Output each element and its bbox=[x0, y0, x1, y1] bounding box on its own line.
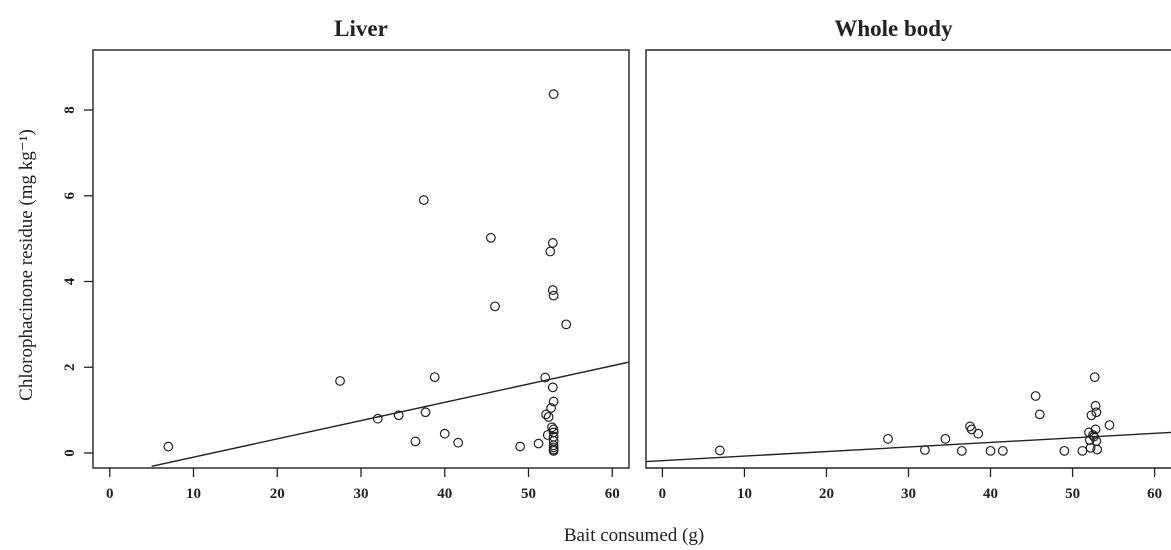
y-tick-label: 2 bbox=[62, 364, 78, 372]
data-point-liver bbox=[548, 424, 559, 435]
data-point-liver bbox=[542, 430, 553, 440]
regression-line-whole-body bbox=[646, 431, 1171, 463]
data-point-liver bbox=[547, 422, 557, 433]
data-point-liver bbox=[429, 372, 440, 383]
data-point-liver bbox=[410, 436, 421, 447]
x-tick-label-liver: 10 bbox=[186, 486, 201, 502]
data-point-whole-body bbox=[883, 433, 893, 444]
data-point-liver bbox=[548, 445, 559, 456]
panel-title-whole-body: Whole body bbox=[834, 16, 953, 41]
data-point-whole-body bbox=[985, 445, 996, 456]
data-point-whole-body bbox=[1059, 445, 1070, 456]
data-point-liver bbox=[540, 372, 551, 383]
x-tick-label-whole-body: 40 bbox=[983, 486, 998, 502]
data-point-whole-body bbox=[1034, 409, 1045, 420]
data-point-whole-body bbox=[1085, 442, 1096, 453]
data-point-whole-body bbox=[1089, 372, 1100, 383]
data-point-whole-body bbox=[997, 445, 1008, 456]
data-point-liver bbox=[541, 409, 551, 420]
data-point-liver bbox=[547, 238, 558, 248]
x-tick-label-whole-body: 10 bbox=[737, 486, 752, 502]
data-point-liver bbox=[163, 441, 174, 452]
data-point-whole-body bbox=[1090, 400, 1101, 411]
y-tick-label: 8 bbox=[62, 106, 78, 114]
data-point-whole-body bbox=[1092, 444, 1103, 455]
data-point-liver bbox=[546, 403, 557, 413]
data-point-whole-body bbox=[1030, 391, 1041, 401]
data-point-whole-body bbox=[940, 433, 951, 444]
x-tick-label-whole-body: 0 bbox=[659, 486, 667, 502]
y-tick-label: 6 bbox=[62, 192, 78, 200]
data-point-liver bbox=[561, 319, 572, 330]
x-tick-label-liver: 50 bbox=[521, 486, 536, 502]
x-axis-label: Bait consumed (g) bbox=[564, 525, 704, 545]
data-point-liver bbox=[418, 195, 429, 205]
x-tick-label-whole-body: 20 bbox=[819, 486, 834, 502]
data-point-liver bbox=[547, 285, 558, 295]
x-tick-label-whole-body: 50 bbox=[1065, 486, 1080, 502]
plot-frame-whole-body bbox=[645, 49, 1171, 469]
data-point-liver bbox=[420, 407, 431, 418]
data-point-liver bbox=[335, 376, 345, 386]
data-point-liver bbox=[547, 382, 558, 393]
data-point-liver bbox=[393, 410, 404, 421]
x-tick-label-liver: 20 bbox=[270, 486, 285, 502]
y-tick-label: 0 bbox=[62, 449, 78, 457]
data-point-liver bbox=[490, 301, 500, 312]
data-point-liver bbox=[548, 396, 559, 407]
data-point-whole-body bbox=[1091, 407, 1102, 418]
data-point-whole-body bbox=[714, 445, 725, 456]
data-point-whole-body bbox=[1086, 410, 1097, 421]
x-tick-label-liver: 60 bbox=[605, 486, 620, 502]
data-point-liver bbox=[548, 89, 559, 100]
data-point-liver bbox=[372, 413, 383, 424]
y-tick-label: 4 bbox=[62, 277, 78, 285]
data-point-liver bbox=[533, 438, 544, 449]
y-axis-label: Chlorophacinone residue (mg kg⁻¹) bbox=[16, 129, 37, 401]
x-tick-label-whole-body: 60 bbox=[1147, 486, 1162, 502]
data-point-liver bbox=[485, 232, 496, 243]
data-point-liver bbox=[439, 428, 450, 439]
data-point-liver bbox=[548, 290, 559, 301]
x-tick-label-whole-body: 30 bbox=[901, 486, 916, 502]
data-point-whole-body bbox=[1077, 445, 1088, 456]
data-point-whole-body bbox=[973, 428, 984, 439]
panel-title-liver: Liver bbox=[334, 16, 388, 41]
data-point-liver bbox=[545, 246, 556, 257]
x-tick-label-liver: 40 bbox=[437, 486, 452, 502]
x-tick-label-liver: 30 bbox=[354, 486, 369, 502]
data-point-whole-body bbox=[1090, 424, 1101, 435]
x-tick-label-liver: 0 bbox=[106, 486, 114, 502]
data-point-liver bbox=[453, 437, 464, 448]
data-point-liver bbox=[543, 412, 554, 422]
plot-frame-liver bbox=[92, 49, 630, 469]
data-point-whole-body bbox=[956, 445, 967, 456]
data-point-whole-body bbox=[920, 445, 930, 455]
data-point-liver bbox=[515, 441, 526, 452]
data-point-whole-body bbox=[1104, 420, 1115, 431]
